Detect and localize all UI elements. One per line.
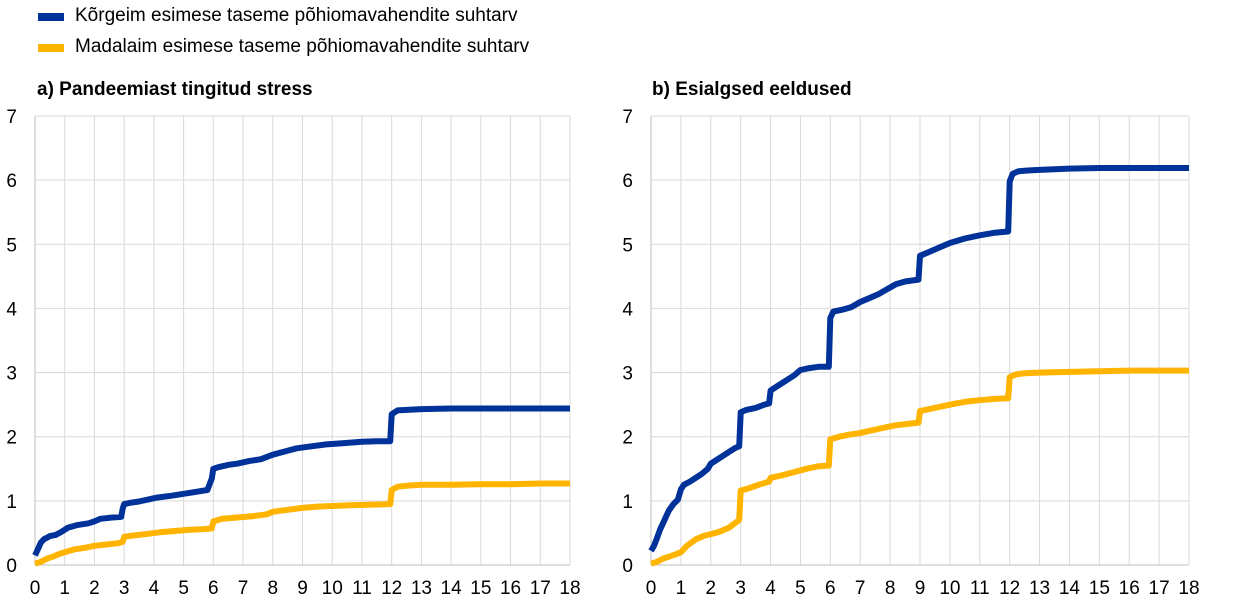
series-line-b-0: [648, 165, 1189, 553]
x-tick-label-a-15: 15: [470, 578, 491, 599]
y-tick-label-a-4: 4: [6, 299, 17, 320]
series-line-a-0: [32, 405, 570, 557]
x-tick-label-a-13: 13: [411, 578, 432, 599]
x-tick-label-a-7: 7: [238, 578, 249, 599]
x-tick-label-a-10: 10: [322, 578, 343, 599]
legend-swatch-lowest: [38, 44, 64, 52]
x-tick-label-a-14: 14: [441, 578, 463, 599]
x-tick-label-a-17: 17: [530, 578, 551, 599]
x-tick-label-b-9: 9: [915, 578, 926, 599]
y-tick-label-a-2: 2: [6, 428, 17, 449]
y-tick-label-a-6: 6: [6, 171, 17, 192]
x-tick-label-b-17: 17: [1149, 578, 1170, 599]
x-tick-label-b-6: 6: [825, 578, 836, 599]
x-tick-label-a-18: 18: [559, 578, 580, 599]
x-tick-label-b-4: 4: [765, 578, 776, 599]
legend-label-lowest: Madalaim esimese taseme põhiomavahendite…: [75, 36, 530, 57]
y-tick-label-b-0: 0: [622, 556, 633, 577]
y-tick-label-b-6: 6: [622, 171, 633, 192]
x-tick-label-b-16: 16: [1119, 578, 1140, 599]
y-tick-label-a-0: 0: [6, 556, 17, 577]
x-tick-label-a-1: 1: [59, 578, 70, 599]
x-tick-label-b-11: 11: [970, 578, 990, 599]
y-tick-label-b-3: 3: [622, 364, 633, 385]
x-tick-label-a-16: 16: [500, 578, 521, 599]
y-tick-label-b-1: 1: [622, 492, 633, 513]
y-tick-label-b-4: 4: [622, 299, 633, 320]
legend-swatch-highest: [38, 13, 64, 21]
x-tick-label-b-3: 3: [735, 578, 746, 599]
x-tick-label-b-18: 18: [1178, 578, 1199, 599]
y-tick-label-b-2: 2: [622, 428, 633, 449]
legend-label-highest: Kõrgeim esimese taseme põhiomavahendite …: [75, 5, 518, 26]
series-line-b-1: [650, 367, 1189, 567]
x-tick-label-b-14: 14: [1059, 578, 1081, 599]
chart-title-a: a) Pandeemiast tingitud stress: [37, 79, 313, 100]
x-tick-label-b-2: 2: [705, 578, 716, 599]
x-tick-label-b-0: 0: [646, 578, 657, 599]
x-tick-label-a-0: 0: [30, 578, 41, 599]
chart-title-b: b) Esialgsed eeldused: [652, 79, 852, 100]
x-tick-label-a-3: 3: [119, 578, 130, 599]
x-tick-label-b-15: 15: [1089, 578, 1110, 599]
x-tick-label-a-5: 5: [178, 578, 189, 599]
x-tick-label-a-4: 4: [149, 578, 160, 599]
x-tick-label-b-8: 8: [885, 578, 896, 599]
y-tick-label-b-7: 7: [622, 107, 633, 128]
x-tick-label-a-9: 9: [297, 578, 308, 599]
x-tick-label-a-11: 11: [352, 578, 372, 599]
x-tick-label-b-12: 12: [999, 578, 1020, 599]
x-tick-label-a-8: 8: [267, 578, 278, 599]
y-tick-label-a-3: 3: [6, 364, 17, 385]
series-line-a-1: [34, 480, 570, 567]
x-tick-label-b-13: 13: [1029, 578, 1050, 599]
y-tick-label-a-7: 7: [6, 107, 17, 128]
y-tick-label-a-5: 5: [6, 235, 17, 256]
x-tick-label-b-7: 7: [855, 578, 866, 599]
x-tick-label-b-1: 1: [676, 578, 687, 599]
x-tick-label-a-2: 2: [89, 578, 100, 599]
x-tick-label-a-12: 12: [381, 578, 402, 599]
x-tick-label-b-5: 5: [795, 578, 806, 599]
x-tick-label-a-6: 6: [208, 578, 219, 599]
x-tick-label-b-10: 10: [939, 578, 960, 599]
y-tick-label-a-1: 1: [6, 492, 17, 513]
y-tick-label-b-5: 5: [622, 235, 633, 256]
